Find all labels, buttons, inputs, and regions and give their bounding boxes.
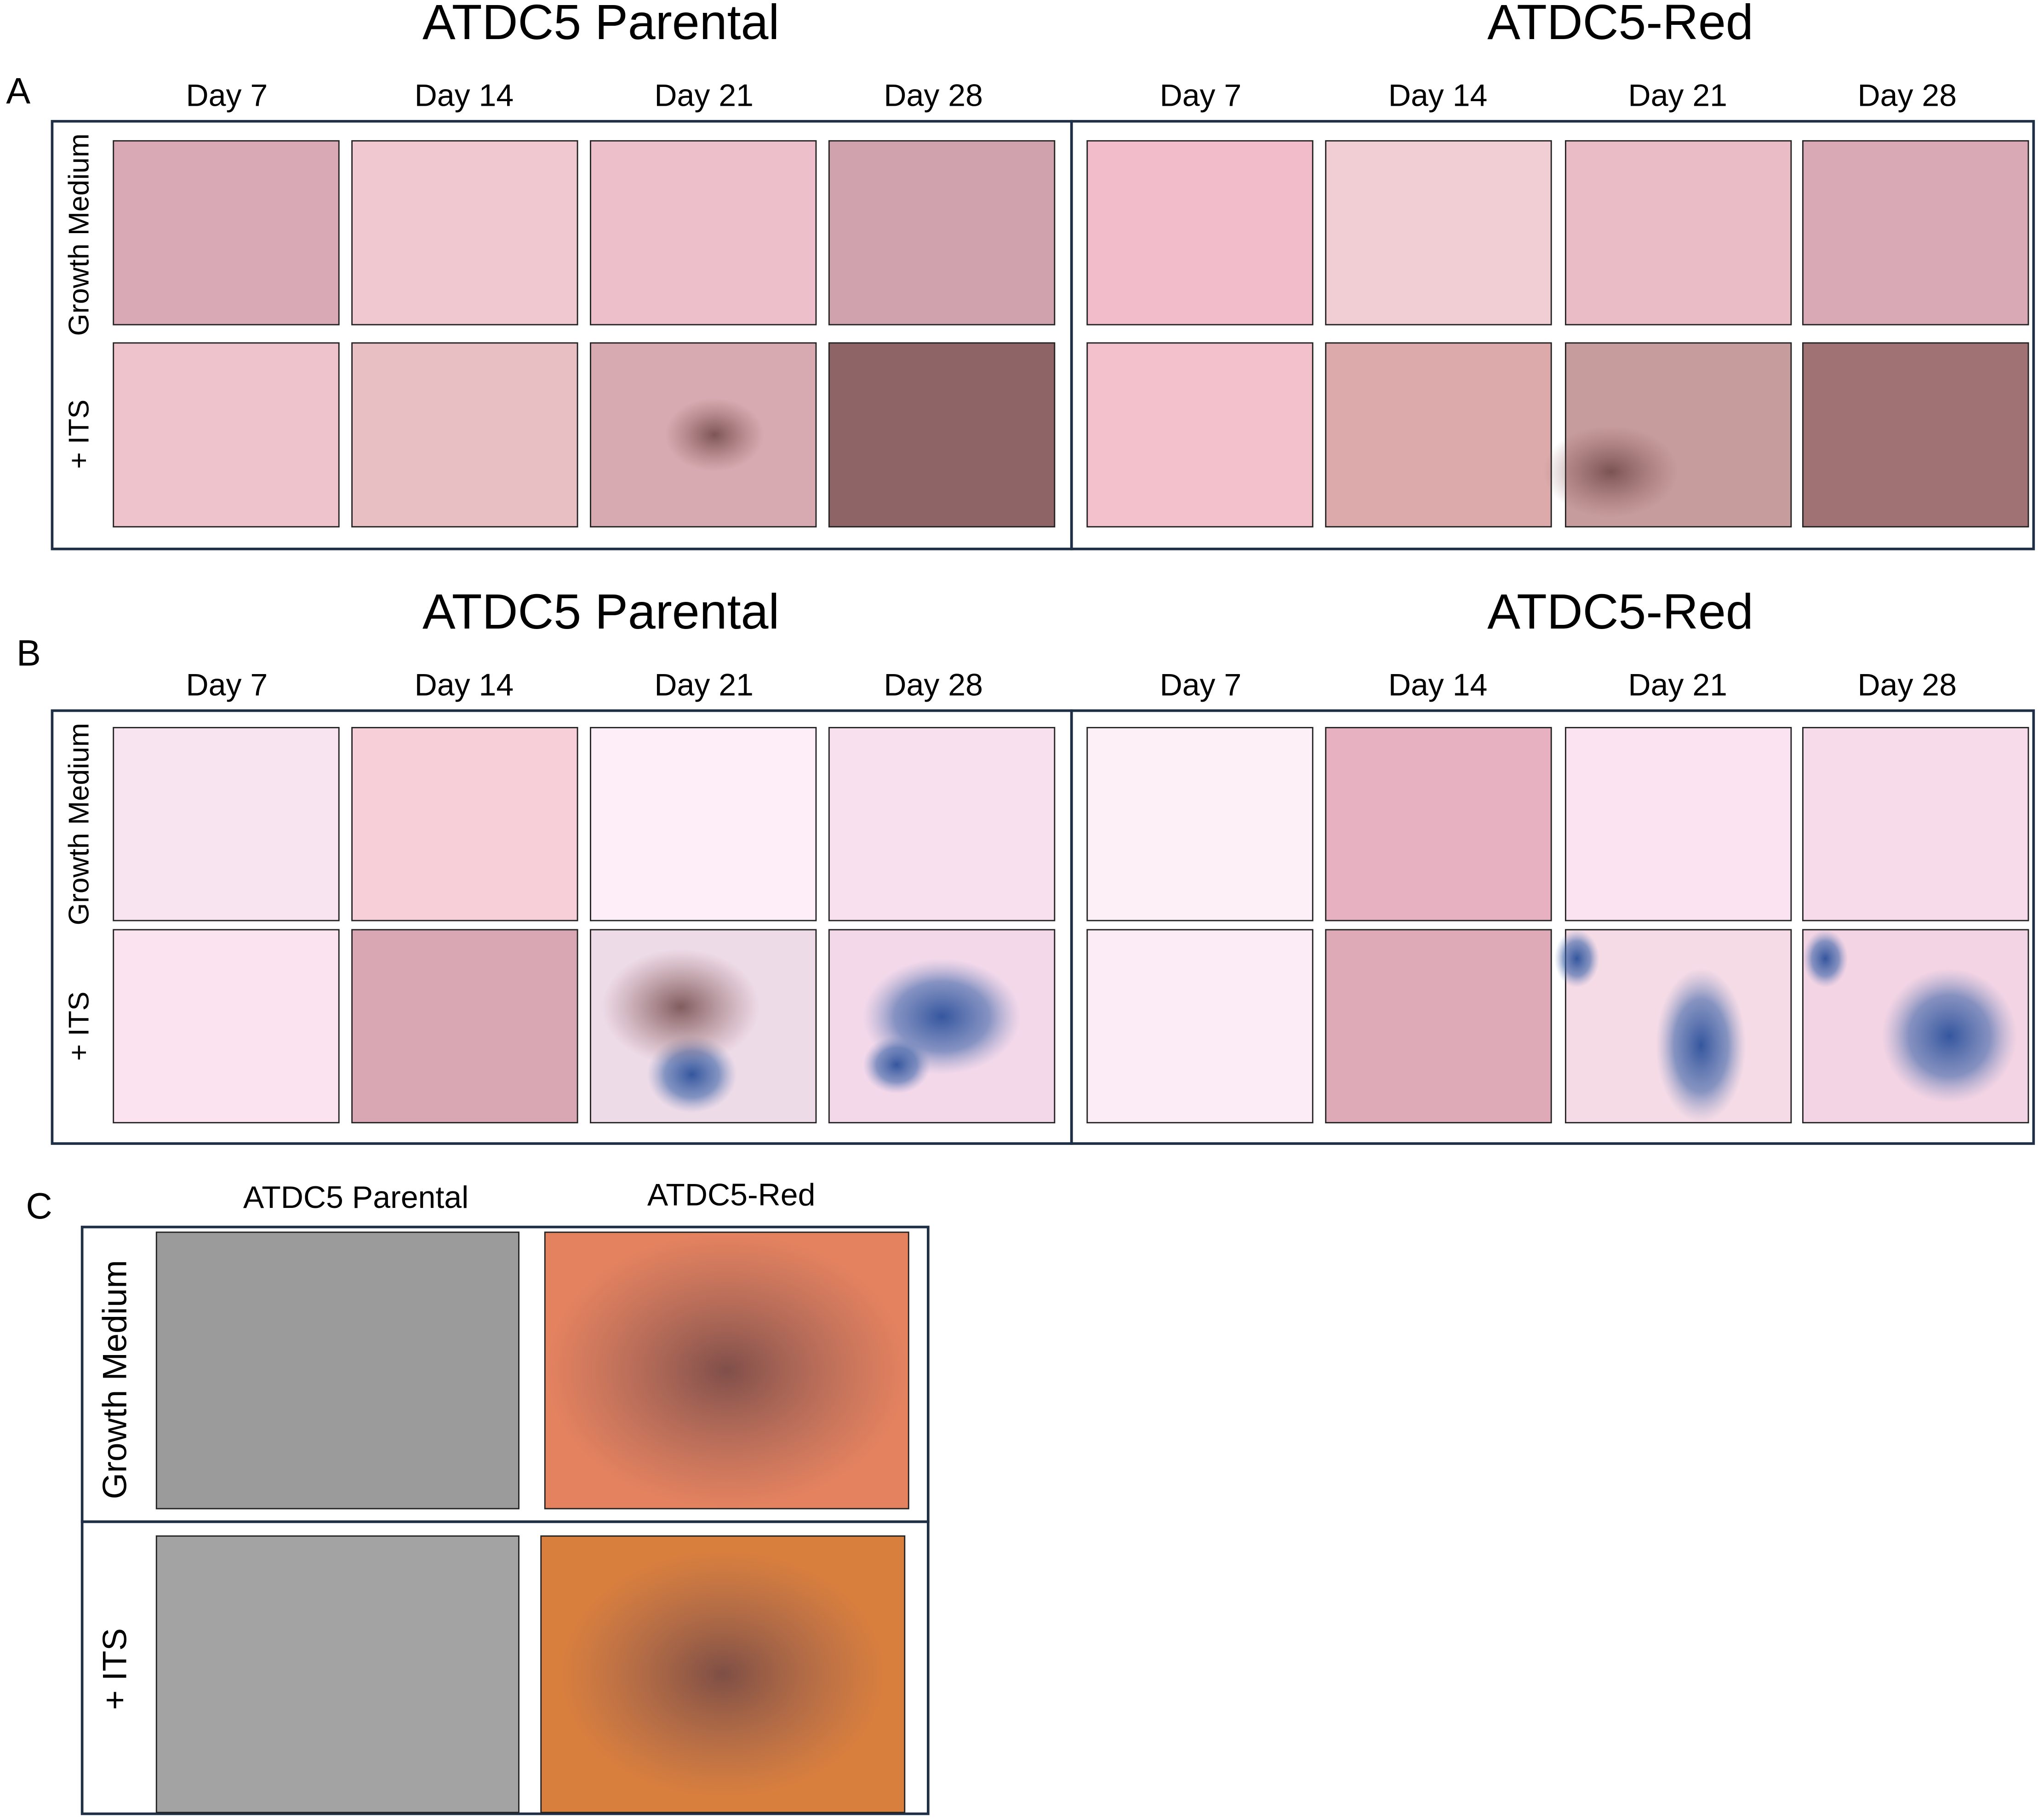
column-label: Day 21 [1628,78,1727,113]
stain [545,1232,909,1509]
column-label: Day 7 [1160,667,1242,702]
panel-frame [1070,709,2035,1145]
stain [1803,929,1848,988]
micrograph [828,140,1056,326]
column-label: Day 21 [654,667,754,702]
micrograph [1564,140,1792,326]
column-label: Day 14 [1388,667,1488,702]
row-label: Growth Medium [96,1260,134,1499]
micrograph [113,929,340,1124]
micrograph [1325,140,1552,326]
column-label: Day 28 [884,667,983,702]
micrograph [155,1231,520,1510]
panel-frame [80,1520,930,1815]
micrograph [590,140,817,326]
micrograph [351,929,578,1124]
micrograph [351,140,578,326]
micrograph [1325,726,1552,921]
column-label: Day 14 [1388,78,1488,113]
column-label: Day 7 [186,667,268,702]
micrograph [155,1535,520,1813]
stain [1656,968,1746,1123]
micrograph [113,342,340,528]
panel-frame [1070,120,2035,550]
row-label: Growth Medium [63,133,95,336]
column-label: Day 21 [654,78,754,113]
column-label: Day 28 [884,78,983,113]
row-label: + ITS [63,400,95,469]
micrograph [1086,342,1313,528]
panel-label: C [26,1185,52,1226]
column-label: Day 28 [1857,667,1957,702]
panel-label: B [17,632,41,673]
column-label: Day 14 [415,667,514,702]
group-title: ATDC5 Parental [423,0,779,50]
micrograph [1086,140,1313,326]
column-label: Day 14 [415,78,514,113]
group-title: ATDC5-Red [1487,583,1753,639]
group-title: ATDC5 Parental [423,583,779,639]
group-title: ATDC5-Red [1487,0,1753,50]
column-label: Day 21 [1628,667,1727,702]
column-label: ATDC5 Parental [243,1180,468,1215]
micrograph [113,726,340,921]
panel-label: A [6,70,30,111]
micrograph [1325,342,1552,528]
micrograph [1086,726,1313,921]
micrograph [1802,140,2029,326]
stain [559,1550,887,1799]
stain [1554,929,1599,988]
micrograph [1086,929,1313,1124]
micrograph [828,726,1056,921]
micrograph [1802,342,2029,528]
stain [665,398,765,472]
micrograph [828,342,1056,528]
column-label: Day 7 [186,78,268,113]
row-label: Growth Medium [63,723,95,925]
stain [862,1035,931,1094]
stain [601,949,760,1065]
column-label: ATDC5-Red [647,1177,816,1212]
stain [1882,968,2017,1104]
row-label: + ITS [96,1628,134,1710]
micrograph [1325,929,1552,1124]
column-label: Day 7 [1160,78,1242,113]
column-label: Day 28 [1857,78,1957,113]
row-label: + ITS [63,991,95,1061]
micrograph [351,726,578,921]
micrograph [1802,726,2029,921]
micrograph [590,726,817,921]
micrograph [113,140,340,326]
stain [1543,425,1679,518]
micrograph [351,342,578,528]
micrograph [1564,726,1792,921]
